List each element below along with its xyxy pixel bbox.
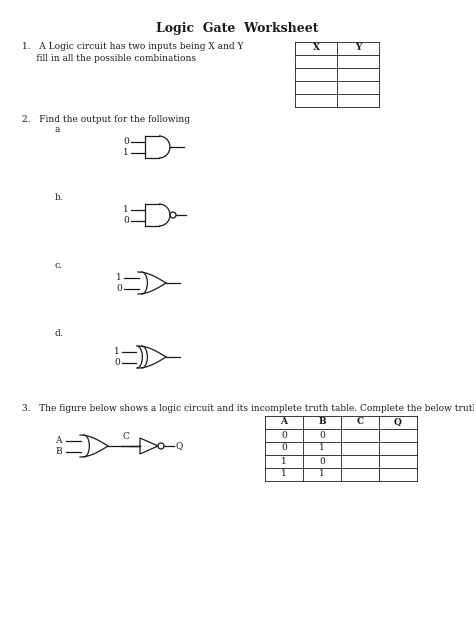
Text: Q: Q (394, 418, 402, 427)
Text: A: A (55, 436, 62, 445)
Text: C: C (356, 418, 364, 427)
Text: 1: 1 (281, 456, 287, 466)
Text: 0: 0 (114, 358, 120, 367)
Text: c.: c. (55, 261, 63, 270)
Text: 2.   Find the output for the following: 2. Find the output for the following (22, 115, 190, 124)
Text: 0: 0 (123, 216, 129, 225)
Text: b.: b. (55, 193, 64, 202)
Text: 1: 1 (114, 347, 120, 356)
Text: 0: 0 (319, 430, 325, 439)
Text: 1: 1 (319, 444, 325, 453)
Text: d.: d. (55, 329, 64, 338)
Text: A: A (281, 418, 288, 427)
Text: B: B (55, 447, 62, 456)
Text: C: C (123, 432, 129, 441)
Text: fill in all the possible combinations: fill in all the possible combinations (22, 54, 196, 63)
Text: Logic  Gate  Worksheet: Logic Gate Worksheet (156, 22, 318, 35)
Text: 1: 1 (319, 470, 325, 478)
Text: 3.   The figure below shows a logic circuit and its incomplete truth table. Comp: 3. The figure below shows a logic circui… (22, 404, 474, 413)
Text: a: a (55, 125, 60, 134)
Text: Y: Y (355, 44, 361, 52)
Text: B: B (318, 418, 326, 427)
Text: 1: 1 (123, 148, 129, 157)
Text: X: X (312, 44, 319, 52)
Text: 0: 0 (123, 137, 129, 146)
Text: 1: 1 (116, 273, 122, 282)
Text: 0: 0 (319, 456, 325, 466)
Text: 0: 0 (281, 444, 287, 453)
Text: 1: 1 (123, 205, 129, 214)
Text: 0: 0 (116, 284, 122, 293)
Text: 0: 0 (281, 430, 287, 439)
Text: 1.   A Logic circuit has two inputs being X and Y: 1. A Logic circuit has two inputs being … (22, 42, 244, 51)
Text: 1: 1 (281, 470, 287, 478)
Text: Q: Q (176, 442, 183, 451)
